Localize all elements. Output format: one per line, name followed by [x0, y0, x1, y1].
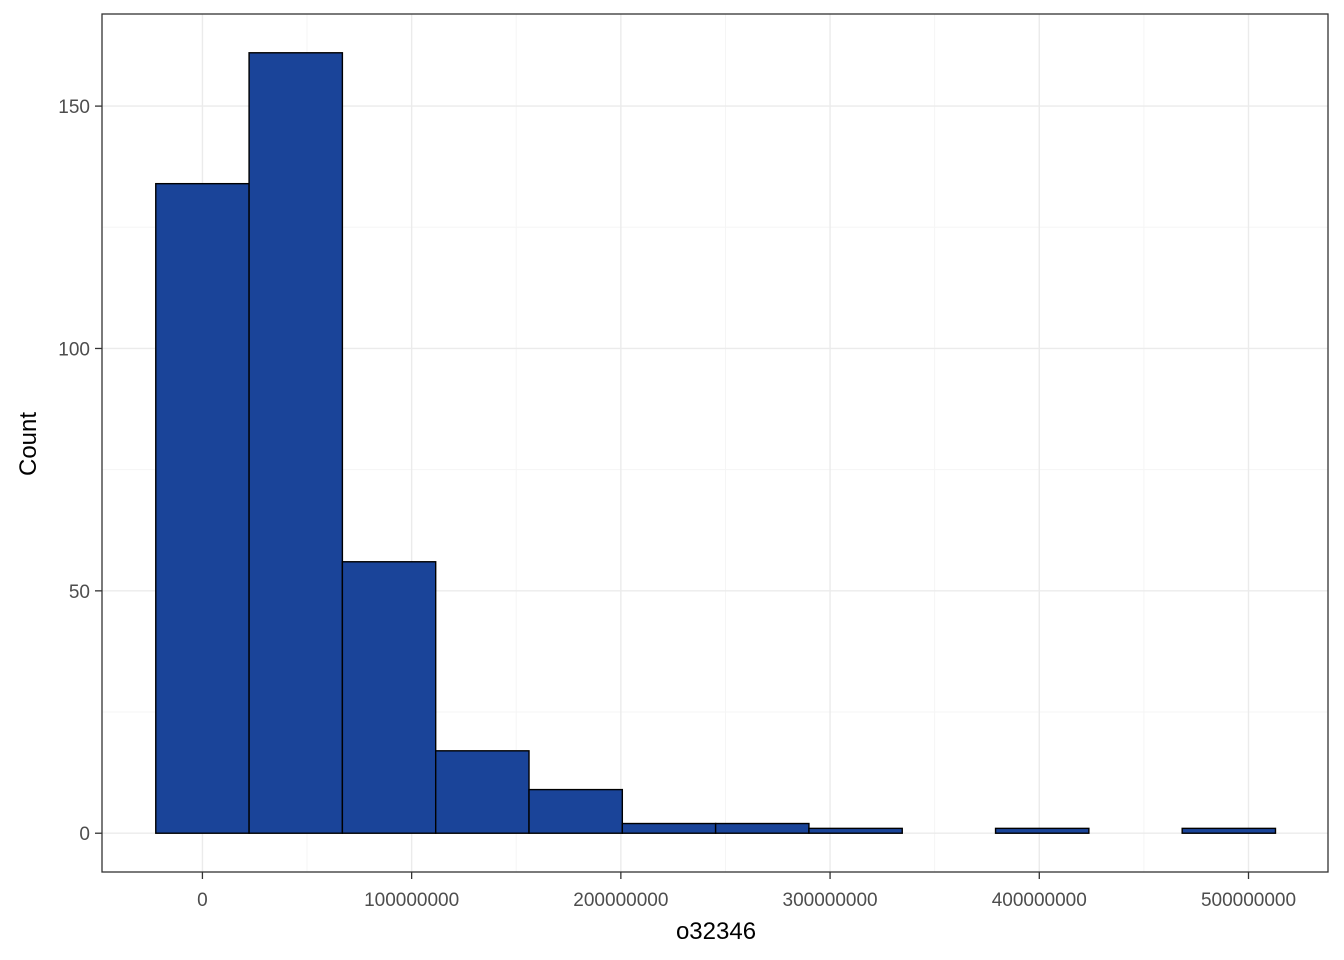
histogram-bar	[248, 52, 344, 834]
histogram-bar	[621, 822, 717, 834]
x-tick-label: 0	[197, 890, 208, 911]
histogram-bar	[994, 827, 1090, 834]
histogram-bar	[808, 827, 903, 834]
x-axis-ticks: 0 100000000 200000000 300000000 400000000 500…	[197, 872, 1296, 911]
histogram-bar	[434, 750, 530, 834]
histogram-bar	[155, 182, 250, 834]
y-axis-title: Count	[15, 412, 42, 476]
histogram-bars	[155, 52, 1277, 834]
y-tick-label: 100	[58, 339, 90, 360]
histogram-bar	[1181, 827, 1277, 834]
x-tick-label: 300000000	[783, 890, 878, 911]
x-tick-label: 200000000	[573, 890, 668, 911]
x-tick-label: 100000000	[364, 890, 459, 911]
x-tick-label: 500000000	[1201, 890, 1296, 911]
histogram-bar	[528, 788, 624, 834]
x-tick-label: 400000000	[992, 890, 1087, 911]
x-axis-title: o32346	[676, 918, 756, 945]
histogram-bar	[714, 822, 810, 834]
panel-border	[101, 13, 1329, 873]
y-tick-label: 150	[58, 97, 90, 118]
histogram-bar	[341, 561, 437, 834]
y-tick-label: 0	[79, 824, 90, 845]
y-tick-label: 50	[69, 582, 90, 603]
y-axis-ticks: 0 50 100 150	[58, 97, 102, 845]
